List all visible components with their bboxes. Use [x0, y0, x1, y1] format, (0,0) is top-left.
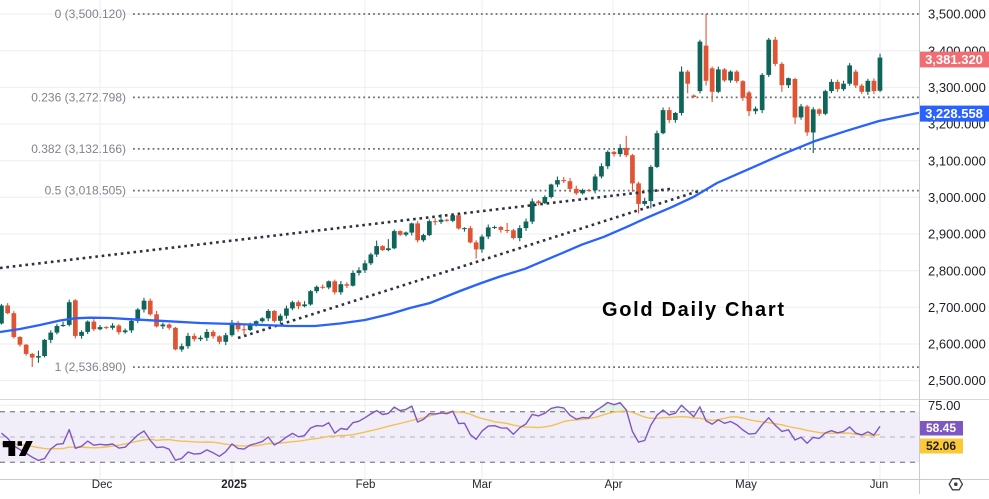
svg-text:3,000.000: 3,000.000: [928, 190, 986, 205]
svg-text:58.45: 58.45: [926, 421, 956, 435]
svg-text:3,228.558: 3,228.558: [925, 106, 983, 121]
svg-text:75.00: 75.00: [928, 398, 961, 413]
svg-text:Mar: Mar: [472, 479, 492, 491]
svg-text:52.06: 52.06: [926, 439, 956, 453]
svg-text:2025: 2025: [221, 479, 247, 491]
svg-text:Apr: Apr: [605, 479, 623, 491]
svg-text:2,900.000: 2,900.000: [928, 227, 986, 242]
svg-text:Dec: Dec: [92, 479, 113, 491]
svg-text:3,300.000: 3,300.000: [928, 80, 986, 95]
svg-text:3,381.320: 3,381.320: [925, 52, 983, 67]
svg-text:Gold Daily Chart: Gold Daily Chart: [602, 299, 784, 321]
svg-text:Feb: Feb: [356, 479, 376, 491]
svg-text:0.5 (3,018.505): 0.5 (3,018.505): [45, 184, 126, 198]
svg-text:Jun: Jun: [870, 479, 889, 491]
svg-text:1 (2,536.890): 1 (2,536.890): [55, 360, 126, 374]
svg-text:0 (3,500.120): 0 (3,500.120): [55, 7, 126, 21]
svg-text:3,100.000: 3,100.000: [928, 153, 986, 168]
svg-text:3,500.000: 3,500.000: [928, 7, 986, 22]
svg-text:2,500.000: 2,500.000: [928, 373, 986, 388]
svg-text:May: May: [735, 479, 757, 491]
svg-text:2,600.000: 2,600.000: [928, 337, 986, 352]
svg-text:0.382 (3,132.166): 0.382 (3,132.166): [31, 142, 126, 156]
svg-text:2,800.000: 2,800.000: [928, 263, 986, 278]
svg-text:0.236 (3,272.798): 0.236 (3,272.798): [31, 90, 126, 104]
svg-text:2,700.000: 2,700.000: [928, 300, 986, 315]
